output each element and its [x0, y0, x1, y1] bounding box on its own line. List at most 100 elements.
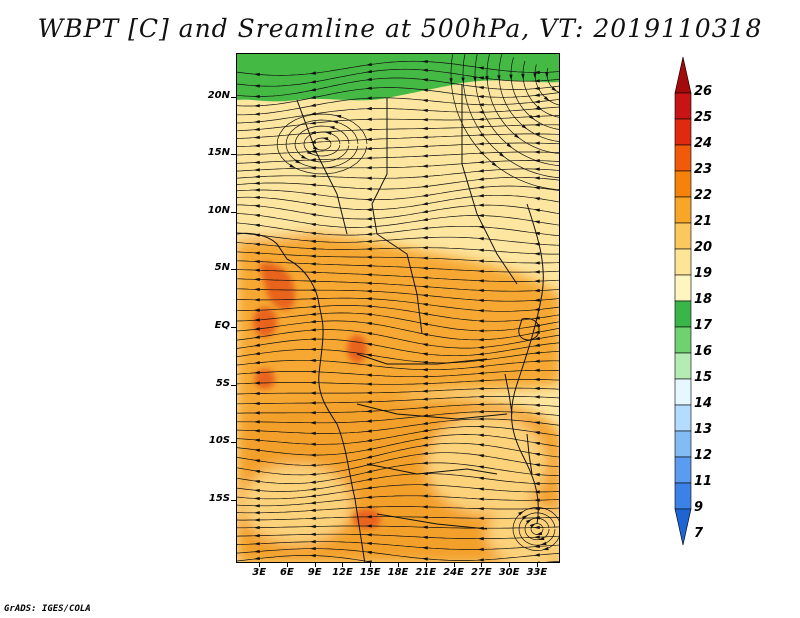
streamline	[237, 288, 559, 302]
streamline-arrow	[533, 167, 540, 171]
streamline-arrow	[421, 285, 428, 289]
streamline-arrow	[477, 433, 484, 437]
streamline-arrow	[533, 395, 540, 399]
lon-label: 3E	[252, 567, 267, 578]
colorbar-label: 19	[694, 266, 713, 281]
streamline-arrow	[533, 279, 540, 283]
lon-tick	[314, 563, 316, 567]
streamline-arrow	[421, 515, 428, 519]
streamline-arrow	[253, 168, 260, 172]
streamline-arrow	[309, 494, 316, 498]
streamline-arrow	[421, 546, 428, 550]
streamline-arrow	[365, 447, 372, 451]
map-panel[interactable]	[236, 53, 560, 563]
streamline-arrow	[365, 208, 372, 212]
colorbar-segment	[674, 404, 692, 432]
streamline-arrow	[533, 452, 540, 457]
streamline-arrow	[253, 135, 260, 139]
lat-tick	[231, 96, 236, 98]
streamline-arrow	[253, 420, 260, 424]
streamline-arrow	[533, 441, 540, 446]
streamline-arrow	[365, 147, 372, 151]
streamline-arrow	[309, 411, 316, 415]
grads-credit: GrADS: IGES/COLA	[4, 604, 91, 614]
streamline-arrow	[477, 117, 484, 121]
streamline-arrow	[421, 193, 428, 197]
streamline-arrow	[253, 259, 260, 264]
streamline-arrow	[533, 132, 540, 136]
streamline-arrow	[309, 358, 316, 363]
colorbar-segment	[674, 274, 692, 302]
streamline-arrow	[253, 542, 260, 546]
streamline-arrow	[253, 251, 260, 255]
streamline-arrow	[365, 419, 372, 423]
streamline-arrow	[533, 516, 540, 520]
lon-label: 30E	[498, 567, 520, 578]
streamline-arrow	[309, 121, 316, 125]
colorbar-segment	[674, 248, 692, 276]
streamline-arrow	[477, 95, 484, 99]
streamline-arrow	[253, 223, 260, 228]
streamline-arrow	[533, 70, 540, 75]
border-4	[356, 353, 488, 365]
streamline-arrow	[477, 76, 484, 80]
streamline-arrow	[533, 123, 540, 127]
streamline-arrow	[477, 103, 484, 107]
streamline-arrow	[309, 262, 316, 266]
streamline-arrow	[477, 443, 484, 447]
streamline-arrow	[365, 322, 372, 326]
streamline-arrow	[365, 469, 373, 473]
streamline-arrow	[421, 276, 428, 280]
streamline-arrow	[253, 287, 260, 292]
colorbar-segment	[674, 456, 692, 484]
lake-victoria	[518, 317, 540, 341]
streamline-arrow	[533, 73, 537, 80]
streamline-arrow	[477, 259, 484, 263]
streamline-arrow	[477, 378, 484, 383]
lon-label: 12E	[332, 567, 353, 578]
streamline-arrow	[253, 84, 260, 88]
colorbar-label: 7	[694, 526, 704, 541]
streamline-arrow	[477, 86, 484, 90]
streamline-arrow	[365, 304, 372, 309]
streamline-arrow	[421, 368, 428, 372]
streamline-arrow	[365, 198, 372, 202]
streamline-arrow	[309, 166, 316, 170]
streamline-arrow	[253, 112, 260, 116]
streamline-arrow	[506, 143, 513, 148]
streamline-arrow	[365, 247, 372, 251]
streamline-arrow	[365, 533, 372, 537]
streamline-arrow	[322, 137, 329, 141]
streamline	[237, 555, 559, 562]
streamline-arrow	[477, 329, 484, 333]
streamline-arrow	[421, 68, 428, 72]
streamline-arrow	[533, 93, 540, 97]
streamline-arrow	[365, 455, 373, 459]
streamline-arrow	[477, 547, 484, 552]
streamline-arrow	[421, 108, 428, 113]
streamline-arrow	[253, 233, 260, 237]
streamline-arrow	[533, 298, 540, 302]
colorbar-label: 22	[694, 188, 713, 203]
streamline-arrow	[533, 159, 540, 163]
streamline-arrow	[253, 511, 260, 515]
colorbar-label: 18	[694, 292, 713, 307]
streamline-arrow	[365, 117, 372, 121]
lat-tick	[231, 326, 236, 328]
streamline-arrow	[253, 127, 260, 131]
streamline-arrow	[477, 338, 484, 342]
streamline-arrow	[365, 400, 372, 404]
streamline-arrow	[421, 209, 428, 214]
streamline-arrow	[533, 208, 540, 212]
streamline-arrow	[421, 483, 428, 487]
colorbar-label: 13	[694, 422, 713, 437]
streamline	[237, 426, 559, 445]
streamline-arrow	[253, 448, 260, 452]
streamline-arrow	[253, 181, 260, 185]
streamline	[237, 484, 559, 500]
streamline-arrow	[365, 391, 372, 395]
streamline-arrow	[542, 546, 549, 551]
streamline-arrow	[533, 231, 540, 236]
streamline	[237, 525, 559, 529]
streamline	[237, 115, 559, 132]
